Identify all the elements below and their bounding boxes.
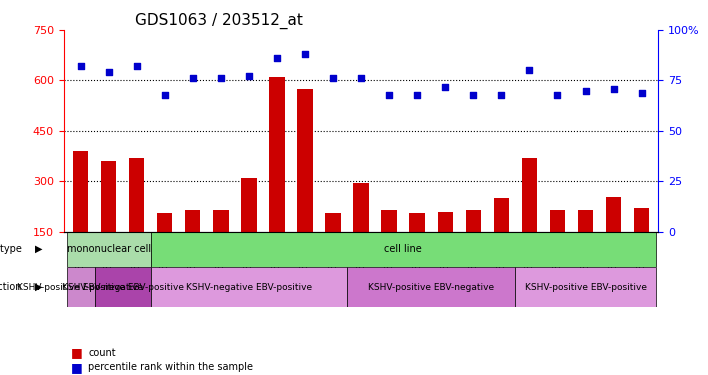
Point	[187, 75, 198, 81]
Bar	[213, 210, 229, 282]
Text: ▶: ▶	[35, 244, 43, 254]
FancyBboxPatch shape	[95, 267, 151, 308]
Text: KSHV-positive EBV-negative: KSHV-positive EBV-negative	[368, 282, 494, 291]
Bar	[325, 213, 341, 282]
Point	[411, 92, 423, 98]
FancyBboxPatch shape	[151, 232, 656, 267]
Bar	[578, 210, 593, 282]
Text: GDS1063 / 203512_at: GDS1063 / 203512_at	[135, 12, 303, 28]
Point	[580, 87, 591, 93]
Point	[636, 90, 647, 96]
Bar	[549, 210, 565, 282]
Point	[215, 75, 227, 81]
FancyBboxPatch shape	[151, 267, 347, 308]
Point	[496, 92, 507, 98]
Point	[75, 63, 86, 69]
Text: percentile rank within the sample: percentile rank within the sample	[88, 363, 253, 372]
Point	[103, 69, 114, 75]
Bar	[438, 211, 453, 282]
FancyBboxPatch shape	[347, 267, 515, 308]
Bar	[466, 210, 481, 282]
Text: ▶: ▶	[35, 282, 43, 292]
Bar	[185, 210, 200, 282]
Text: ■: ■	[71, 346, 83, 359]
Point	[524, 68, 535, 74]
Point	[244, 74, 255, 80]
Point	[131, 63, 142, 69]
Point	[440, 84, 451, 90]
Point	[467, 92, 479, 98]
Text: infection: infection	[0, 282, 22, 292]
Bar	[606, 196, 622, 282]
Bar	[522, 158, 537, 282]
Text: cell type: cell type	[0, 244, 22, 254]
Text: mononuclear cell: mononuclear cell	[67, 244, 151, 254]
Text: KSHV-positive EBV-positive: KSHV-positive EBV-positive	[525, 282, 646, 291]
Point	[552, 92, 563, 98]
Point	[384, 92, 395, 98]
Text: KSHV-positive EBV-positive: KSHV-positive EBV-positive	[62, 282, 183, 291]
FancyBboxPatch shape	[67, 232, 151, 267]
Bar	[353, 183, 369, 282]
Bar	[101, 161, 116, 282]
Text: KSHV-positive EBV-negative: KSHV-positive EBV-negative	[18, 282, 144, 291]
Point	[355, 75, 367, 81]
Point	[327, 75, 338, 81]
Point	[608, 86, 620, 92]
Bar	[634, 208, 649, 282]
Bar	[269, 77, 285, 282]
Point	[159, 92, 171, 98]
Text: ■: ■	[71, 361, 83, 374]
Bar	[129, 158, 144, 282]
Text: count: count	[88, 348, 116, 357]
Bar	[493, 198, 509, 282]
Bar	[297, 89, 313, 282]
Bar	[409, 213, 425, 282]
FancyBboxPatch shape	[515, 267, 656, 308]
Point	[271, 55, 282, 61]
Bar	[73, 151, 88, 282]
Point	[299, 51, 311, 57]
FancyBboxPatch shape	[67, 267, 95, 308]
Bar	[241, 178, 256, 282]
Text: KSHV-negative EBV-positive: KSHV-negative EBV-positive	[185, 282, 312, 291]
Bar	[157, 213, 173, 282]
Bar	[382, 210, 397, 282]
Text: cell line: cell line	[384, 244, 422, 254]
